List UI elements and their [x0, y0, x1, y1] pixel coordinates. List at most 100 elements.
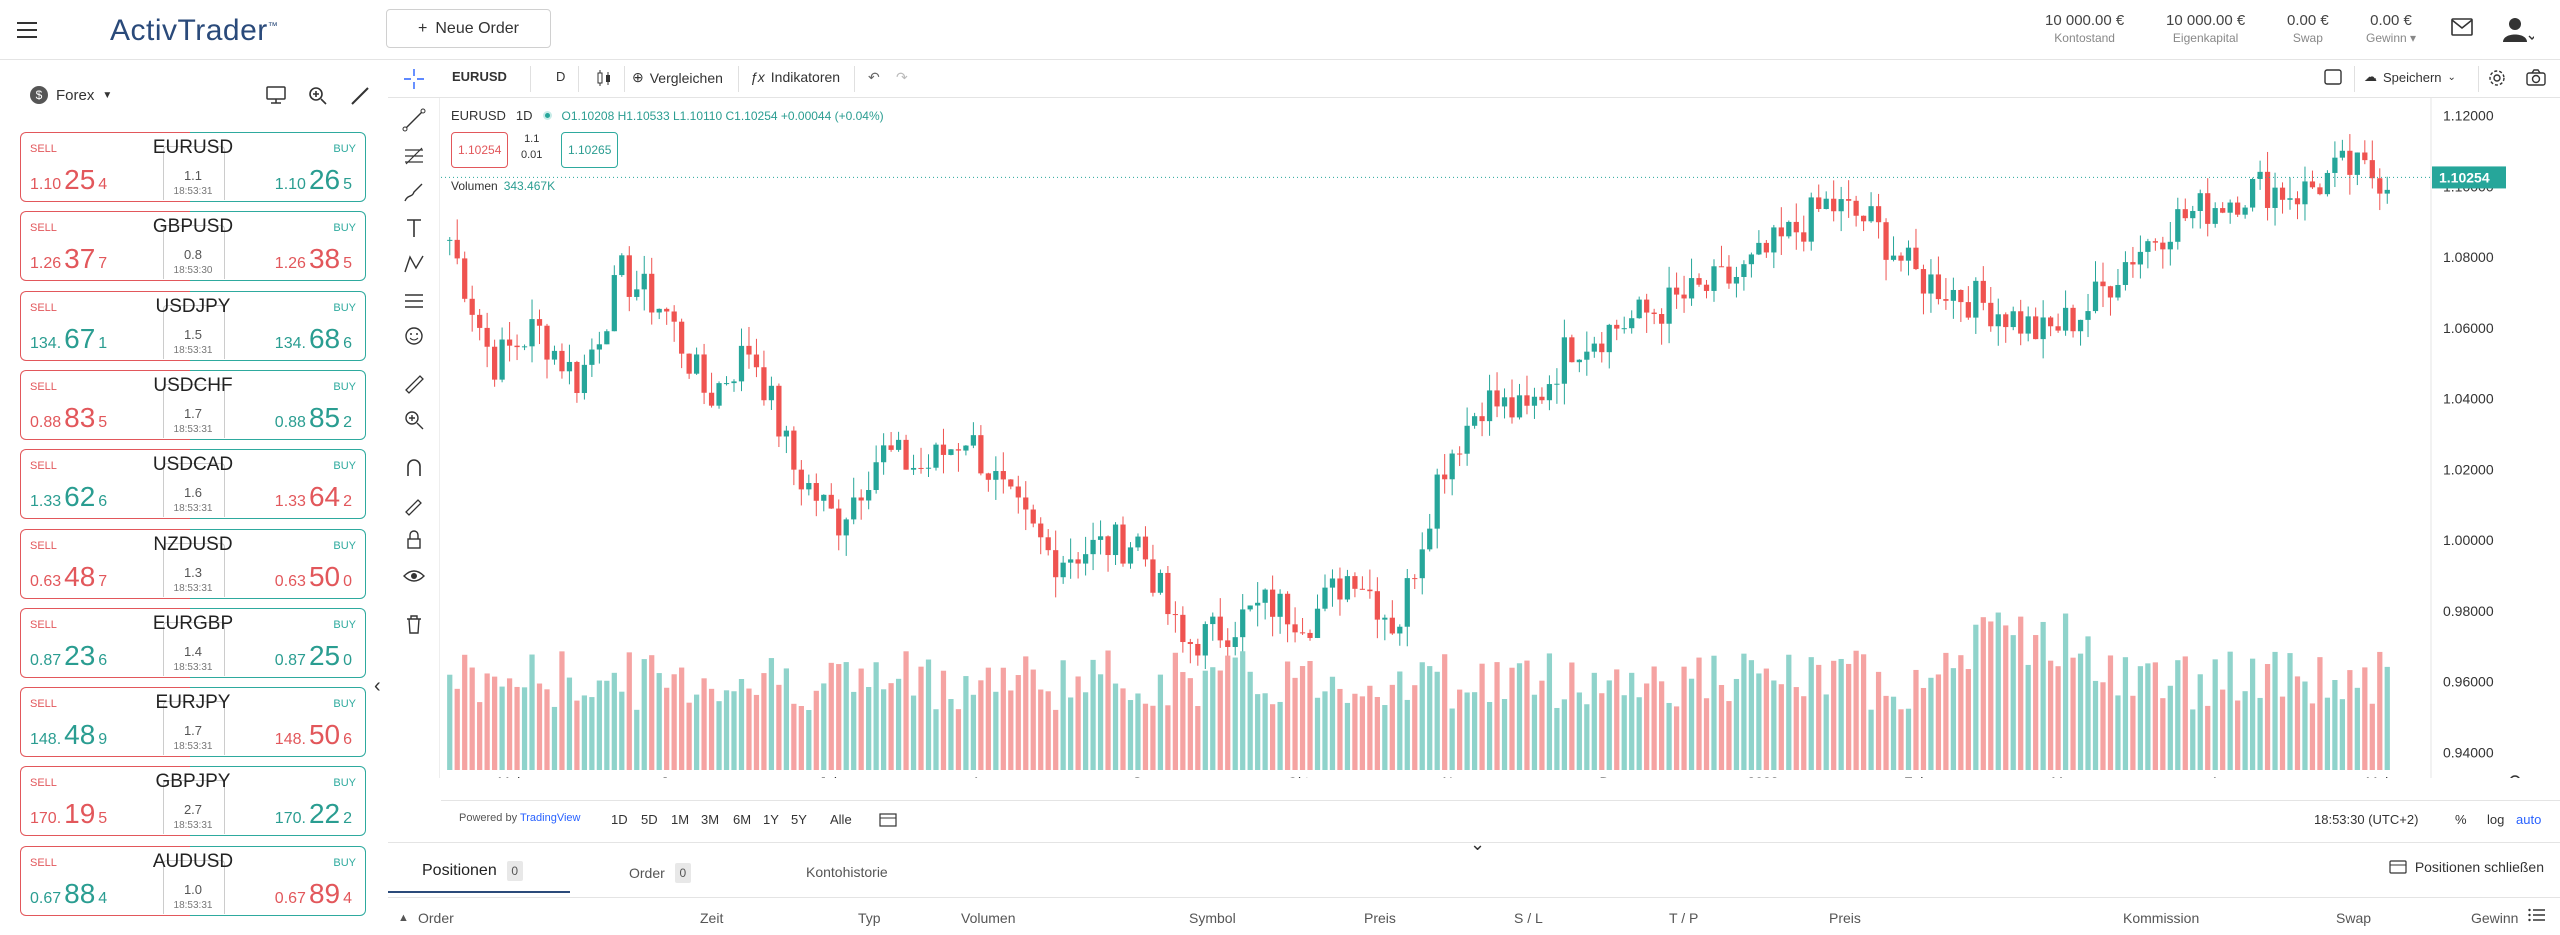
buy-button[interactable]: [190, 845, 366, 916]
buy-button[interactable]: [190, 132, 366, 202]
tab-orders[interactable]: Order 0: [629, 863, 691, 883]
buy-button[interactable]: [190, 687, 366, 758]
sell-button[interactable]: [20, 449, 196, 520]
fib-tool-icon[interactable]: [402, 144, 426, 168]
ruler-icon[interactable]: [402, 372, 426, 396]
auto-toggle[interactable]: auto: [2516, 812, 2542, 827]
range-alle[interactable]: Alle: [830, 812, 852, 827]
sell-button[interactable]: [20, 845, 196, 916]
col-profit[interactable]: Gewinn: [2471, 910, 2519, 926]
undo-icon[interactable]: ↶: [868, 69, 880, 85]
col-symbol[interactable]: Symbol: [1189, 910, 1236, 926]
tab-positions[interactable]: Positionen 0: [422, 861, 523, 881]
collapse-panel-icon[interactable]: ⌄: [1470, 834, 1486, 854]
buy-price[interactable]: 0.88 85 2: [274, 401, 352, 433]
buy-price[interactable]: 134. 68 6: [274, 322, 352, 354]
zoom-icon[interactable]: [402, 408, 426, 432]
interval-select[interactable]: D: [556, 69, 566, 84]
sell-price[interactable]: 0.88 83 5: [30, 401, 108, 433]
sell-price[interactable]: 0.67 88 4: [30, 877, 108, 909]
sell-button[interactable]: [20, 211, 196, 282]
tab-account-history[interactable]: Kontohistorie: [806, 864, 888, 880]
buy-price[interactable]: 1.33 64 2: [274, 481, 352, 513]
prediction-tool-icon[interactable]: [402, 288, 426, 312]
menu-icon[interactable]: [17, 22, 37, 38]
magnet-icon[interactable]: [402, 456, 426, 480]
symbol-search[interactable]: EURUSD: [452, 69, 507, 84]
range-1d[interactable]: 1D: [611, 812, 628, 827]
sell-price[interactable]: 148. 48 9: [30, 719, 108, 751]
sell-price[interactable]: 1.33 62 6: [30, 481, 108, 513]
sell-price-button[interactable]: 1.10254: [451, 132, 509, 168]
buy-price-button[interactable]: 1.10265: [561, 132, 619, 168]
sort-asc-icon[interactable]: ▲: [398, 912, 409, 924]
pen-icon[interactable]: [350, 86, 370, 111]
buy-price[interactable]: 0.63 50 0: [274, 560, 352, 592]
col-price[interactable]: Preis: [1364, 910, 1396, 926]
buy-price[interactable]: 148. 50 6: [274, 719, 352, 751]
col-swap[interactable]: Swap: [2336, 910, 2372, 926]
chart-canvas[interactable]: 1.120001.100001.080001.060001.040001.020…: [441, 98, 2560, 778]
range-5d[interactable]: 5D: [641, 812, 658, 827]
lock-icon[interactable]: [402, 528, 426, 552]
trash-icon[interactable]: [402, 612, 426, 636]
buy-price[interactable]: 1.26 38 5: [274, 243, 352, 275]
col-volume[interactable]: Volumen: [961, 910, 1016, 926]
sell-button[interactable]: [20, 528, 196, 599]
col-stop-loss[interactable]: S / L: [1514, 910, 1543, 926]
col-order[interactable]: Order: [418, 910, 454, 926]
buy-price[interactable]: 0.67 89 4: [274, 877, 352, 909]
col-commission[interactable]: Kommission: [2123, 910, 2200, 926]
buy-button[interactable]: [190, 369, 366, 440]
sell-button[interactable]: [20, 290, 196, 361]
col-type[interactable]: Typ: [858, 910, 881, 926]
lock-pencil-icon[interactable]: [402, 492, 426, 516]
sell-price[interactable]: 0.87 23 6: [30, 639, 108, 671]
chart-settings-icon[interactable]: [2516, 769, 2546, 791]
camera-icon[interactable]: [2526, 69, 2546, 87]
column-list-icon[interactable]: [2528, 907, 2546, 926]
trendline-icon[interactable]: [402, 108, 426, 132]
range-1m[interactable]: 1M: [671, 812, 690, 827]
settings-gear-icon[interactable]: [2488, 69, 2506, 87]
range-6m[interactable]: 6M: [733, 812, 752, 827]
percent-toggle[interactable]: %: [2455, 812, 2467, 827]
buy-price[interactable]: 0.87 25 0: [274, 639, 352, 671]
sell-price[interactable]: 1.10 25 4: [30, 164, 108, 195]
sell-button[interactable]: [20, 766, 196, 837]
fullscreen-icon[interactable]: [2324, 69, 2342, 85]
brush-icon[interactable]: [402, 180, 426, 204]
log-toggle[interactable]: log: [2487, 812, 2505, 827]
mail-icon[interactable]: [2451, 18, 2473, 41]
crosshair-icon[interactable]: [402, 67, 426, 91]
candle-type-icon[interactable]: [596, 69, 612, 87]
date-range-icon[interactable]: [879, 812, 897, 831]
sell-price[interactable]: 0.63 48 7: [30, 560, 108, 592]
eye-icon[interactable]: [402, 564, 426, 588]
range-5y[interactable]: 5Y: [791, 812, 807, 827]
col-current-price[interactable]: Preis: [1829, 910, 1861, 926]
zoom-in-icon[interactable]: [308, 86, 328, 111]
text-tool-icon[interactable]: [402, 216, 426, 240]
buy-price[interactable]: 170. 22 2: [274, 798, 352, 830]
buy-button[interactable]: [190, 607, 366, 678]
range-3m[interactable]: 3M: [701, 812, 720, 827]
sell-button[interactable]: [20, 607, 196, 678]
sell-button[interactable]: [20, 132, 196, 202]
buy-price[interactable]: 1.10 26 5: [274, 164, 352, 195]
pattern-tool-icon[interactable]: [402, 252, 426, 276]
buy-button[interactable]: [190, 290, 366, 361]
emoji-icon[interactable]: [402, 324, 426, 348]
buy-button[interactable]: [190, 211, 366, 282]
range-1y[interactable]: 1Y: [763, 812, 779, 827]
sell-button[interactable]: [20, 369, 196, 440]
col-time[interactable]: Zeit: [700, 910, 724, 926]
sell-button[interactable]: [20, 687, 196, 758]
sell-price[interactable]: 170. 19 5: [30, 798, 108, 830]
buy-button[interactable]: [190, 766, 366, 837]
price-chart[interactable]: 1.120001.100001.080001.060001.040001.020…: [441, 98, 2560, 778]
clock[interactable]: 18:53:30 (UTC+2): [2314, 812, 2419, 827]
sell-price[interactable]: 134. 67 1: [30, 322, 108, 354]
user-avatar-icon[interactable]: [2500, 14, 2536, 49]
compare-button[interactable]: ⊕ Vergleichen: [632, 69, 723, 86]
